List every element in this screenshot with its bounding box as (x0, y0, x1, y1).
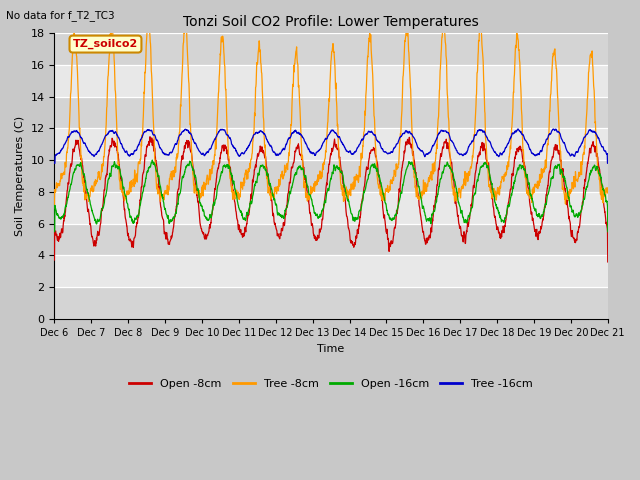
X-axis label: Time: Time (317, 344, 345, 354)
Bar (54, 128, 608, 160)
Text: TZ_soilco2: TZ_soilco2 (73, 39, 138, 49)
Bar (54, 255, 608, 287)
Y-axis label: Soil Temperatures (C): Soil Temperatures (C) (15, 116, 25, 236)
Text: No data for f_T2_TC3: No data for f_T2_TC3 (6, 10, 115, 21)
Bar (54, 65, 608, 96)
Legend: Open -8cm, Tree -8cm, Open -16cm, Tree -16cm: Open -8cm, Tree -8cm, Open -16cm, Tree -… (125, 375, 538, 394)
Bar (54, 224, 608, 255)
Bar (54, 287, 608, 319)
Bar (54, 192, 608, 224)
Bar (54, 96, 608, 128)
Bar (54, 160, 608, 192)
Title: Tonzi Soil CO2 Profile: Lower Temperatures: Tonzi Soil CO2 Profile: Lower Temperatur… (183, 15, 479, 29)
Bar (54, 33, 608, 65)
